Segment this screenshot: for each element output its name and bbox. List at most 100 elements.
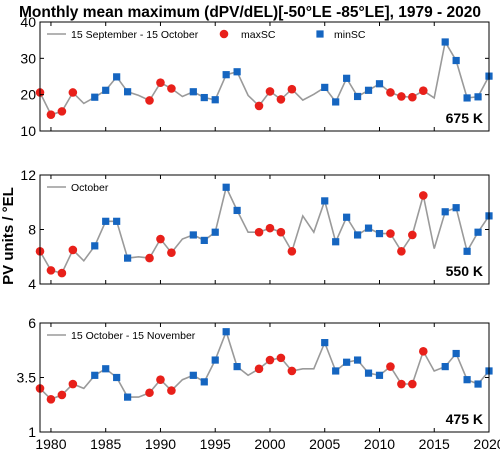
y-tick-label: 8: [28, 222, 36, 238]
point-maxSC: [408, 92, 417, 102]
point-minSC: [233, 363, 241, 371]
point-minSC: [321, 83, 329, 91]
point-minSC: [474, 228, 482, 236]
point-maxSC: [46, 266, 56, 275]
point-maxSC: [397, 379, 406, 389]
panel-2: 1 3.5 6 1980 1985 1990 1995 2000 2005 2010 2015 202…: [17, 315, 500, 452]
point-maxSC: [57, 107, 67, 116]
point-maxSC: [386, 88, 395, 97]
y-tick-label: 30: [20, 50, 36, 66]
point-minSC: [441, 363, 449, 371]
point-minSC: [452, 56, 460, 65]
point-maxSC: [68, 379, 78, 389]
point-minSC: [102, 86, 110, 94]
point-minSC: [343, 213, 351, 221]
point-minSC: [91, 242, 99, 250]
point-maxSC: [418, 86, 428, 95]
point-maxSC: [386, 362, 395, 371]
x-tick-label: 2020: [473, 436, 500, 452]
point-maxSC: [418, 191, 428, 200]
point-minSC: [343, 74, 351, 82]
point-minSC: [113, 373, 121, 382]
point-maxSC: [68, 245, 78, 255]
x-tick-label: 2005: [309, 436, 340, 452]
point-minSC: [200, 93, 208, 102]
y-tick-label: 40: [20, 14, 36, 30]
point-minSC: [452, 204, 460, 212]
point-minSC: [124, 88, 132, 96]
point-maxSC: [156, 375, 165, 384]
point-maxSC: [145, 253, 154, 263]
x-tick-label: 1990: [145, 436, 176, 452]
y-tick-label: 6: [28, 315, 36, 331]
y-axis-label: PV units / °EL: [0, 187, 17, 285]
point-maxSC: [57, 390, 67, 400]
y-tick-label: 10: [20, 123, 36, 139]
legend-series-label: 15 September - 15 October: [71, 29, 199, 41]
point-maxSC: [167, 386, 176, 395]
point-minSC: [441, 38, 449, 46]
point-minSC: [353, 92, 362, 101]
level-label: 550 K: [446, 263, 483, 279]
point-minSC: [200, 236, 208, 244]
point-maxSC: [418, 347, 428, 356]
legend-series-label: 15 October - 15 November: [71, 330, 196, 342]
point-minSC: [463, 94, 471, 102]
point-maxSC: [57, 268, 67, 278]
point-minSC: [102, 217, 110, 225]
point-maxSC: [156, 78, 165, 87]
point-minSC: [91, 93, 99, 101]
point-maxSC: [265, 223, 275, 233]
point-minSC: [332, 238, 340, 246]
legend-minSC-label: minSC: [334, 29, 366, 41]
axes-frame: [39, 21, 490, 132]
point-minSC: [332, 98, 340, 106]
point-maxSC: [68, 88, 78, 97]
point-minSC: [124, 393, 132, 401]
point-minSC: [364, 224, 373, 232]
legend-series-label: October: [71, 182, 109, 194]
point-minSC: [233, 206, 241, 215]
point-minSC: [452, 349, 460, 358]
point-minSC: [113, 217, 121, 225]
point-minSC: [222, 71, 230, 79]
point-minSC: [375, 229, 384, 238]
point-maxSC: [397, 92, 406, 101]
point-maxSC: [287, 84, 297, 94]
point-minSC: [364, 86, 373, 94]
point-minSC: [375, 80, 384, 88]
point-maxSC: [265, 87, 275, 96]
point-minSC: [189, 88, 197, 96]
y-tick-label: 12: [20, 167, 36, 183]
point-maxSC: [254, 101, 264, 111]
x-tick-label: 1995: [200, 436, 231, 452]
point-maxSC: [46, 395, 56, 404]
chart-title: Monthly mean maximum (dPV/dEL)[-50°LE -8…: [19, 4, 481, 21]
point-maxSC: [287, 366, 297, 376]
point-maxSC: [397, 247, 406, 256]
y-tick-label: 20: [20, 87, 36, 103]
point-maxSC: [408, 230, 417, 240]
point-minSC: [463, 247, 471, 255]
point-maxSC: [46, 110, 56, 119]
point-maxSC: [287, 247, 297, 256]
point-maxSC: [276, 353, 286, 363]
level-label: 675 K: [446, 110, 483, 126]
panel-1: 4 8 12 October 550 K: [20, 167, 493, 292]
y-tick-label: 4: [28, 276, 36, 292]
point-maxSC: [386, 229, 395, 238]
legend-maxSC-swatch: [219, 29, 229, 39]
y-tick-label: 1: [28, 424, 36, 440]
point-minSC: [200, 378, 208, 386]
point-minSC: [102, 365, 110, 373]
point-minSC: [222, 328, 230, 336]
point-maxSC: [254, 227, 264, 237]
point-minSC: [189, 371, 197, 379]
x-tick-label: 2010: [364, 436, 395, 452]
point-minSC: [353, 231, 362, 239]
legend-maxSC-label: maxSC: [241, 29, 276, 41]
point-minSC: [474, 93, 482, 101]
legend-minSC-swatch: [316, 30, 324, 38]
